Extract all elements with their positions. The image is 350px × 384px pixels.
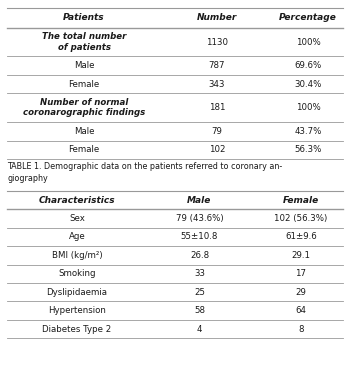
Text: 1130: 1130 — [206, 38, 228, 46]
Text: Male: Male — [74, 61, 94, 70]
Text: Female: Female — [68, 145, 100, 154]
Text: 29.1: 29.1 — [292, 251, 310, 260]
Text: Percentage: Percentage — [279, 13, 337, 22]
Text: Dyslipidaemia: Dyslipidaemia — [47, 288, 107, 297]
Text: 100%: 100% — [296, 38, 320, 46]
Text: 17: 17 — [295, 269, 307, 278]
Text: Patients: Patients — [63, 13, 105, 22]
Text: 102: 102 — [209, 145, 225, 154]
Text: 100%: 100% — [296, 103, 320, 112]
Text: 33: 33 — [194, 269, 205, 278]
Text: Diabetes Type 2: Diabetes Type 2 — [42, 324, 112, 334]
Text: 61±9.6: 61±9.6 — [285, 232, 317, 242]
Text: Sex: Sex — [69, 214, 85, 223]
Text: 55±10.8: 55±10.8 — [181, 232, 218, 242]
Text: Female: Female — [68, 79, 100, 89]
Text: TABLE 1. Demographic data on the patients referred to coronary an-
giography: TABLE 1. Demographic data on the patient… — [7, 162, 282, 183]
Text: 787: 787 — [209, 61, 225, 70]
Text: 43.7%: 43.7% — [294, 127, 322, 136]
Text: 64: 64 — [295, 306, 307, 315]
Text: Age: Age — [69, 232, 85, 242]
Text: 30.4%: 30.4% — [294, 79, 322, 89]
Text: Female: Female — [283, 195, 319, 205]
Text: Male: Male — [74, 127, 94, 136]
Text: 58: 58 — [194, 306, 205, 315]
Text: 343: 343 — [209, 79, 225, 89]
Text: 25: 25 — [194, 288, 205, 297]
Text: 56.3%: 56.3% — [294, 145, 322, 154]
Text: 79: 79 — [211, 127, 223, 136]
Text: 8: 8 — [298, 324, 304, 334]
Text: The total number
of patients: The total number of patients — [42, 32, 126, 52]
Text: 181: 181 — [209, 103, 225, 112]
Text: 69.6%: 69.6% — [294, 61, 322, 70]
Text: 26.8: 26.8 — [190, 251, 209, 260]
Text: Hypertension: Hypertension — [48, 306, 106, 315]
Text: 29: 29 — [295, 288, 307, 297]
Text: 79 (43.6%): 79 (43.6%) — [176, 214, 223, 223]
Text: BMI (kg/m²): BMI (kg/m²) — [52, 251, 102, 260]
Text: Smoking: Smoking — [58, 269, 96, 278]
Text: Male: Male — [187, 195, 212, 205]
Text: 102 (56.3%): 102 (56.3%) — [274, 214, 328, 223]
Text: Characteristics: Characteristics — [39, 195, 115, 205]
Text: 4: 4 — [197, 324, 202, 334]
Text: Number: Number — [197, 13, 237, 22]
Text: Number of normal
coronarographic findings: Number of normal coronarographic finding… — [23, 98, 145, 118]
